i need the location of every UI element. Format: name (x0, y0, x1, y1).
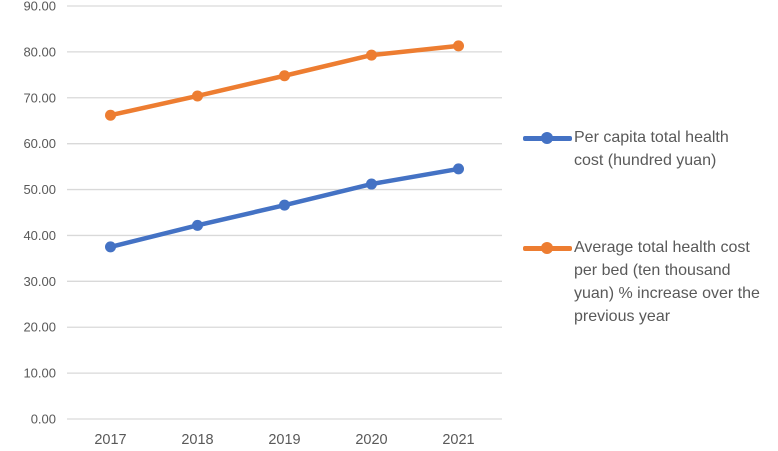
legend-dot-swatch (541, 242, 553, 254)
x-axis-tick-label: 2020 (355, 432, 387, 448)
y-axis-tick-label: 70.00 (23, 90, 56, 105)
legend-item-avg-cost-per-bed: Average total health cost per bed (ten t… (523, 236, 761, 328)
legend-label: Per capita total health cost (hundred yu… (574, 129, 729, 169)
data-point-marker (366, 178, 377, 190)
y-axis-tick-label: 0.00 (31, 412, 56, 427)
legend-line-marker-icon (523, 126, 573, 149)
legend-line-marker-icon (523, 236, 573, 259)
y-axis-tick-label: 10.00 (23, 366, 56, 381)
y-axis-tick-label: 80.00 (23, 44, 56, 59)
y-axis-tick-label: 60.00 (23, 136, 56, 151)
legend-item-per-capita-cost: Per capita total health cost (hundred yu… (523, 126, 761, 172)
legend-label: Average total health cost per bed (ten t… (574, 239, 760, 325)
x-axis-tick-label: 2018 (181, 432, 213, 448)
data-point-marker (366, 49, 377, 61)
data-point-marker (279, 70, 290, 82)
x-axis-tick-label: 2019 (268, 432, 300, 448)
data-point-marker (453, 163, 464, 175)
y-axis-tick-label: 90.00 (23, 0, 56, 14)
y-axis-tick-label: 40.00 (23, 228, 56, 243)
data-point-marker (105, 241, 116, 253)
data-point-marker (105, 109, 116, 121)
chart-legend: Per capita total health cost (hundred yu… (523, 0, 778, 451)
y-axis-tick-label: 30.00 (23, 274, 56, 289)
data-point-marker (279, 199, 290, 211)
x-axis-tick-label: 2021 (442, 432, 474, 448)
y-axis-tick-label: 50.00 (23, 182, 56, 197)
legend-dot-swatch (541, 132, 553, 144)
y-axis-tick-label: 20.00 (23, 320, 56, 335)
data-point-marker (453, 40, 464, 52)
data-point-marker (192, 90, 203, 102)
x-axis-tick-label: 2017 (94, 432, 126, 448)
data-point-marker (192, 219, 203, 231)
